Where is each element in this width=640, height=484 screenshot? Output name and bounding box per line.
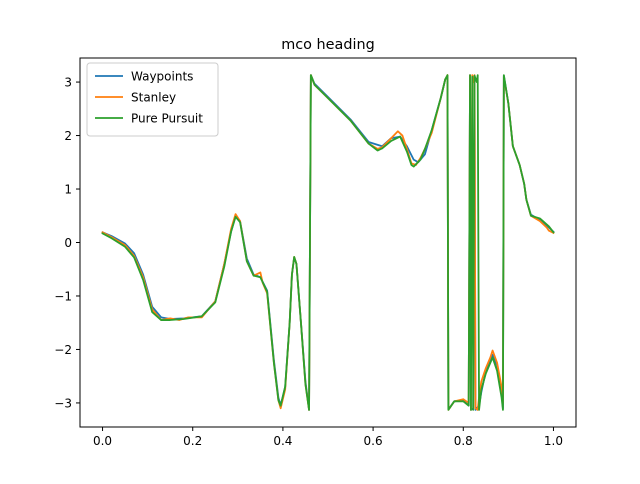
y-tick-label: −1 bbox=[54, 289, 72, 303]
y-tick-label: 3 bbox=[64, 76, 72, 90]
y-tick-label: −2 bbox=[54, 343, 72, 357]
x-tick-label: 0.6 bbox=[364, 434, 383, 448]
x-tick-label: 0.0 bbox=[93, 434, 112, 448]
x-tick-label: 0.8 bbox=[454, 434, 473, 448]
x-tick-label: 0.2 bbox=[183, 434, 202, 448]
y-tick-label: −3 bbox=[54, 396, 72, 410]
legend: Waypoints Stanley Pure Pursuit bbox=[86, 62, 219, 137]
legend-label: Pure Pursuit bbox=[131, 112, 203, 126]
x-tick-label: 1.0 bbox=[544, 434, 563, 448]
legend-label: Waypoints bbox=[131, 70, 193, 84]
chart-title: mco heading bbox=[281, 37, 375, 53]
legend-label: Stanley bbox=[131, 91, 176, 105]
y-tick-label: 1 bbox=[64, 183, 72, 197]
x-axis: 0.0 0.2 0.4 0.6 0.8 1.0 bbox=[93, 427, 563, 448]
y-axis: −3 −2 −1 0 1 2 3 bbox=[54, 76, 80, 410]
series-layer bbox=[101, 74, 555, 411]
y-tick-label: 2 bbox=[64, 129, 72, 143]
series-line-pure-pursuit bbox=[101, 74, 555, 411]
y-tick-label: 0 bbox=[64, 236, 72, 250]
x-tick-label: 0.4 bbox=[273, 434, 292, 448]
